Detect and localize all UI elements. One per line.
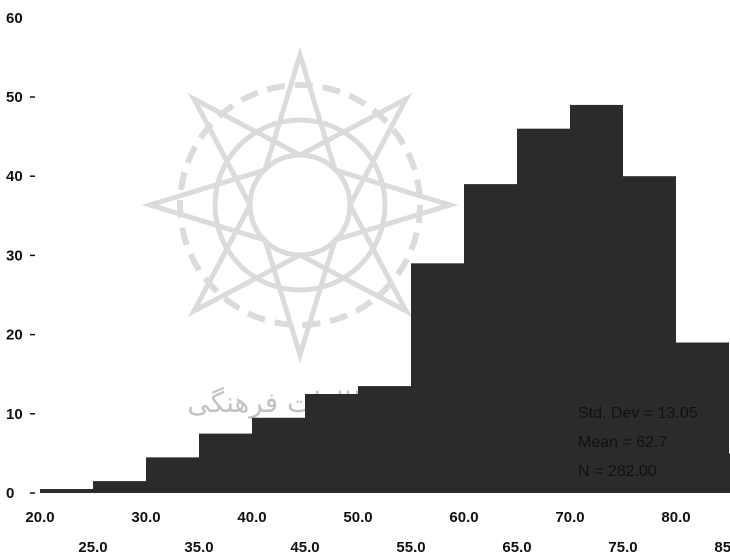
histogram-bar bbox=[570, 104, 623, 494]
y-tick-label: 60 bbox=[6, 10, 23, 27]
y-tick-label: 20 bbox=[6, 327, 23, 344]
histogram-bar bbox=[305, 394, 358, 493]
histogram-bars bbox=[40, 104, 730, 494]
histogram-bar bbox=[676, 342, 729, 493]
y-tick-label: 10 bbox=[6, 406, 23, 423]
histogram-bar bbox=[40, 489, 93, 493]
x-tick-label: 80.0 bbox=[661, 509, 690, 526]
histogram-bar bbox=[199, 433, 252, 493]
y-axis: 0 10 20 30 40 50 60 bbox=[6, 10, 35, 502]
x-tick-label: 35.0 bbox=[184, 539, 213, 556]
y-tick-label: 40 bbox=[6, 168, 23, 185]
watermark-logo bbox=[141, 46, 459, 364]
x-tick-label: 85.0 bbox=[714, 539, 730, 556]
stats-box: Std. Dev = 13.05 Mean = 62.7 N = 282.00 bbox=[578, 405, 698, 480]
x-tick-label: 45.0 bbox=[290, 539, 319, 556]
histogram-bar bbox=[464, 184, 517, 493]
n-label: N = 282.00 bbox=[578, 463, 657, 480]
x-tick-label: 25.0 bbox=[78, 539, 107, 556]
histogram-bar bbox=[93, 481, 146, 493]
histogram-bar bbox=[623, 176, 676, 493]
y-tick-label: 30 bbox=[6, 247, 23, 264]
y-tick-label: 0 bbox=[6, 485, 14, 502]
histogram-bar bbox=[358, 386, 411, 493]
x-tick-label: 60.0 bbox=[449, 509, 478, 526]
x-tick-label: 70.0 bbox=[555, 509, 584, 526]
x-tick-label: 30.0 bbox=[131, 509, 160, 526]
x-tick-label: 55.0 bbox=[396, 539, 425, 556]
histogram-bar bbox=[411, 263, 464, 493]
histogram-bar bbox=[517, 128, 570, 493]
x-axis: 20.030.040.050.060.070.080.090.025.035.0… bbox=[25, 509, 730, 556]
x-tick-label: 65.0 bbox=[502, 539, 531, 556]
histogram-bar bbox=[252, 417, 305, 493]
histogram-bar bbox=[146, 457, 199, 493]
x-tick-label: 75.0 bbox=[608, 539, 637, 556]
x-tick-label: 50.0 bbox=[343, 509, 372, 526]
mean-label: Mean = 62.7 bbox=[578, 434, 668, 451]
std-dev-label: Std. Dev = 13.05 bbox=[578, 405, 698, 422]
y-tick-label: 50 bbox=[6, 89, 23, 106]
x-tick-label: 20.0 bbox=[25, 509, 54, 526]
x-tick-label: 40.0 bbox=[237, 509, 266, 526]
